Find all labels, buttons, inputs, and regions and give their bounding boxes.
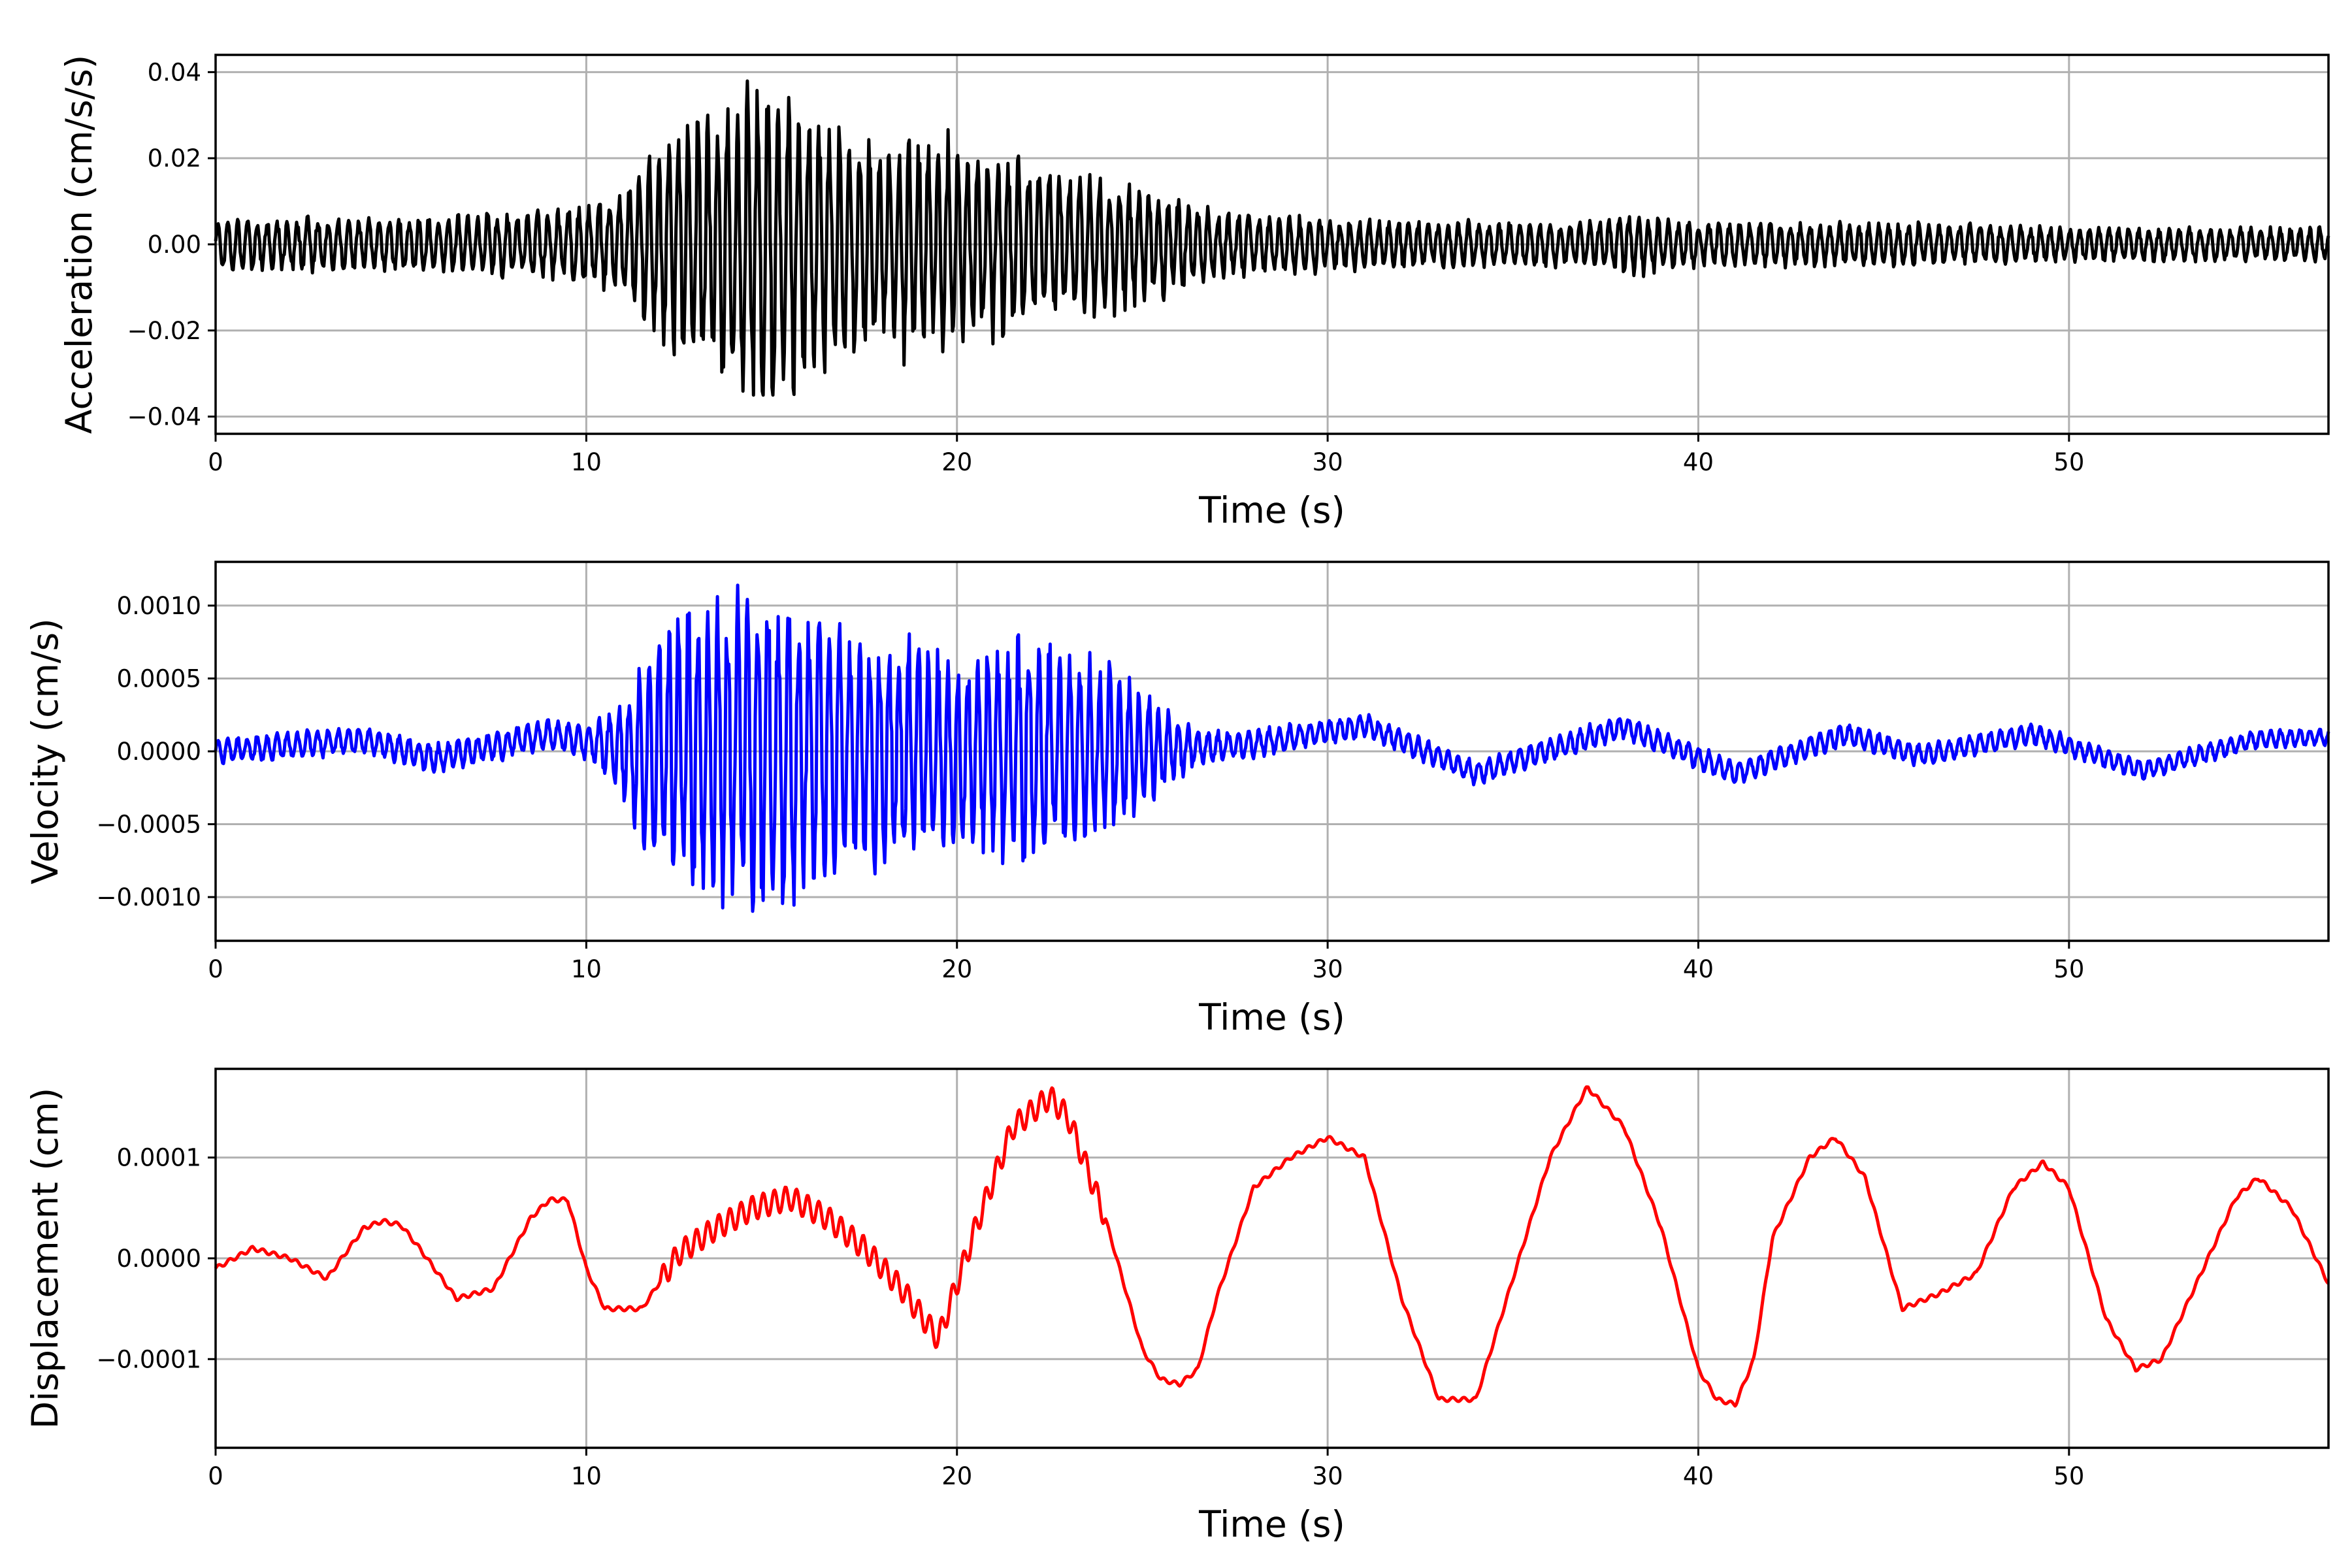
velocity-y-tick-label: −0.0005 xyxy=(97,811,201,839)
acceleration-x-axis-label: Time (s) xyxy=(1198,489,1345,531)
velocity-x-tick-label: 30 xyxy=(1313,955,1343,983)
acceleration-y-tick-label: 0.02 xyxy=(148,144,201,172)
displacement-x-tick-label: 50 xyxy=(2053,1462,2084,1490)
displacement-x-axis-label: Time (s) xyxy=(1198,1503,1345,1545)
velocity-y-tick-label: 0.0010 xyxy=(117,592,201,620)
acceleration-y-axis-label: Acceleration (cm/s/s) xyxy=(58,55,100,434)
velocity-y-tick-label: 0.0000 xyxy=(117,738,201,766)
acceleration-y-tick-label: 0.00 xyxy=(148,231,201,259)
acceleration-panel: 0 10 20 30 40 50 −0.04 −0.02 0.00 0.02 0.04 Time (s… xyxy=(58,54,2330,531)
velocity-x-axis-label: Time (s) xyxy=(1198,996,1345,1038)
velocity-series-line xyxy=(214,583,2330,913)
acceleration-y-tick-label: −0.02 xyxy=(127,317,201,345)
velocity-x-tick-label: 0 xyxy=(208,955,223,983)
acceleration-series-line xyxy=(214,79,2330,397)
displacement-y-tick-label: 0.0001 xyxy=(117,1144,201,1172)
acceleration-y-tick-label: −0.04 xyxy=(127,403,201,431)
displacement-x-tick-label: 20 xyxy=(941,1462,972,1490)
displacement-x-tick-label: 30 xyxy=(1313,1462,1343,1490)
displacement-x-tick-label: 0 xyxy=(208,1462,223,1490)
displacement-y-tick-label: 0.0000 xyxy=(117,1245,201,1273)
displacement-x-tick-label: 10 xyxy=(571,1462,602,1490)
acceleration-x-tick-label: 40 xyxy=(1683,448,1714,476)
velocity-x-tick-label: 50 xyxy=(2053,955,2084,983)
acceleration-x-tick-label: 30 xyxy=(1313,448,1343,476)
velocity-y-tick-label: −0.0010 xyxy=(97,883,201,911)
displacement-y-tick-label: −0.0001 xyxy=(97,1345,201,1373)
acceleration-x-tick-label: 50 xyxy=(2053,448,2084,476)
velocity-y-axis-label: Velocity (cm/s) xyxy=(24,618,66,884)
displacement-y-axis-label: Displacement (cm) xyxy=(24,1088,66,1429)
velocity-x-tick-label: 10 xyxy=(571,955,602,983)
acceleration-x-tick-label: 10 xyxy=(571,448,602,476)
displacement-panel: 0 10 20 30 40 50 −0.0001 0.0000 0.0001 Time (s) Di… xyxy=(24,1068,2330,1545)
velocity-y-tick-label: 0.0005 xyxy=(117,664,201,693)
velocity-x-tick-label: 20 xyxy=(941,955,972,983)
acceleration-x-tick-label: 20 xyxy=(941,448,972,476)
displacement-series-line xyxy=(214,1085,2330,1408)
velocity-panel: 0 10 20 30 40 50 −0.0010 −0.0005 0.0000 0.0005 0.0… xyxy=(24,561,2330,1038)
acceleration-x-tick-label: 0 xyxy=(208,448,223,476)
velocity-x-tick-label: 40 xyxy=(1683,955,1714,983)
displacement-x-tick-label: 40 xyxy=(1683,1462,1714,1490)
acceleration-y-tick-label: 0.04 xyxy=(148,58,201,86)
